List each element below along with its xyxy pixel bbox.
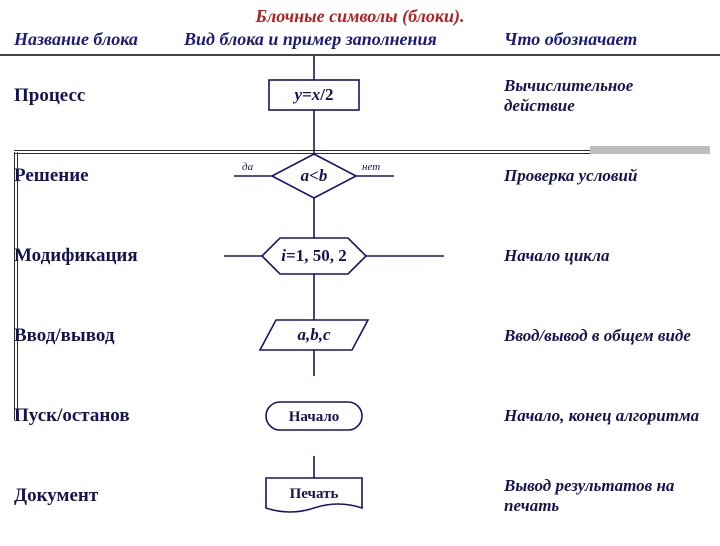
row-name: Модификация <box>14 245 184 267</box>
row-desc: Вывод результатов на печать <box>504 476 706 516</box>
branch-yes-label: да <box>242 161 254 173</box>
io-parallelogram-icon: a,b,c <box>184 296 504 376</box>
svg-text:y=x/2: y=x/2 <box>293 85 334 104</box>
table-row: Пуск/останов Начало Начало, конец алгори… <box>0 376 720 456</box>
svg-text:i=1, 50, 2: i=1, 50, 2 <box>281 246 346 265</box>
table-row: Модификация i=1, 50, 2 Начало цикла <box>0 216 720 296</box>
row-name: Решение <box>14 165 184 187</box>
row-desc: Ввод/вывод в общем виде <box>504 326 706 346</box>
row-desc: Начало цикла <box>504 246 706 266</box>
shape-cell-process: y=x/2 <box>184 56 504 136</box>
decision-diamond-icon: a<b да нет <box>184 136 504 216</box>
row-name: Процесс <box>14 85 184 107</box>
terminator-icon: Начало <box>184 376 504 456</box>
row-name: Документ <box>14 485 184 507</box>
shape-cell-terminator: Начало <box>184 376 504 456</box>
page-title: Блочные символы (блоки). <box>0 6 720 27</box>
header-meaning: Что обозначает <box>504 29 706 50</box>
diamond-label: a<b <box>301 166 328 185</box>
row-name: Пуск/останов <box>14 405 184 427</box>
column-headers: Название блока Вид блока и пример заполн… <box>0 27 720 56</box>
table-row: Документ Печать Вывод результатов на печ… <box>0 456 720 536</box>
header-name: Название блока <box>14 29 184 50</box>
table-row: Процесс y=x/2 Вычислительное действие <box>0 56 720 136</box>
table-row: Ввод/вывод a,b,c Ввод/вывод в общем виде <box>0 296 720 376</box>
document-icon: Печать <box>184 456 504 536</box>
rows-container: Процесс y=x/2 Вычислительное действие Ре… <box>0 56 720 536</box>
shape-cell-document: Печать <box>184 456 504 536</box>
shape-cell-modification: i=1, 50, 2 <box>184 216 504 296</box>
io-label: a,b,c <box>297 325 331 344</box>
shape-cell-decision: a<b да нет <box>184 136 504 216</box>
process-rectangle-icon: y=x/2 <box>184 56 504 136</box>
row-desc: Проверка условий <box>504 166 706 186</box>
row-name: Ввод/вывод <box>14 325 184 347</box>
table-row: Решение a<b да нет Проверка условий <box>0 136 720 216</box>
branch-no-label: нет <box>362 161 380 173</box>
modification-hexagon-icon: i=1, 50, 2 <box>184 216 504 296</box>
header-shape: Вид блока и пример заполнения <box>184 29 504 50</box>
terminator-label: Начало <box>289 409 340 425</box>
row-desc: Начало, конец алгоритма <box>504 406 706 426</box>
row-desc: Вычислительное действие <box>504 76 706 116</box>
document-label: Печать <box>290 486 339 502</box>
shape-cell-io: a,b,c <box>184 296 504 376</box>
